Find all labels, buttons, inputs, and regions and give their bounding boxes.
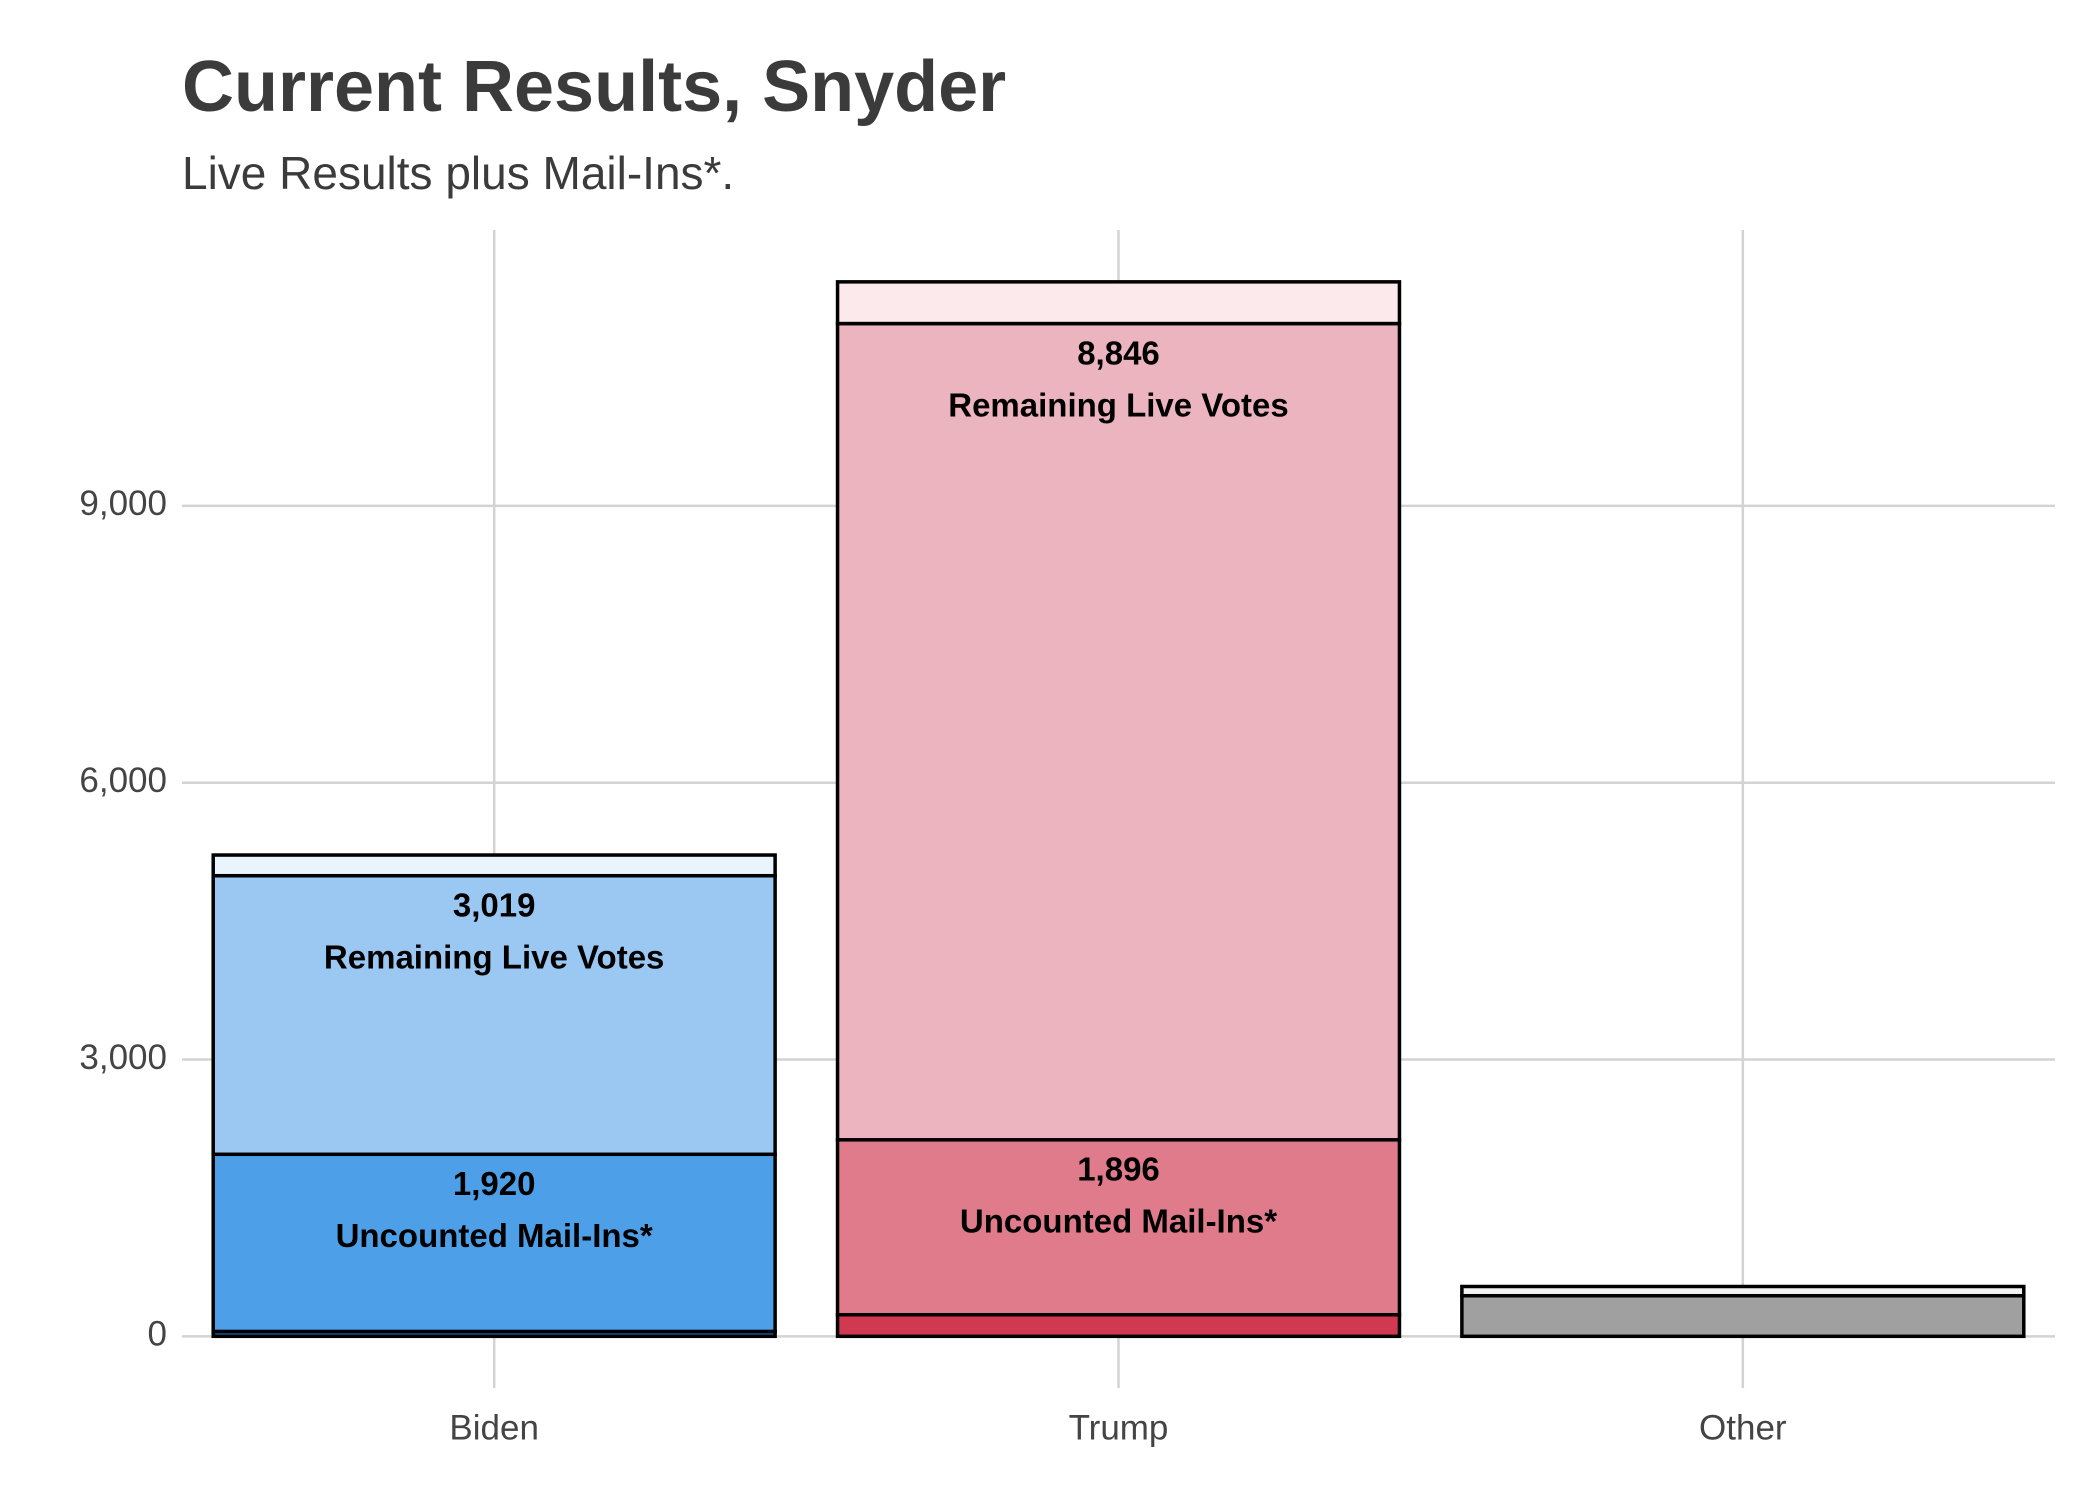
chart-title: Current Results, Snyder [182,47,1006,127]
data-label: 1,896 [1077,1151,1160,1188]
bar-segment [835,321,1402,1142]
data-label-name: Uncounted Mail-Ins* [336,1217,653,1254]
bar-segment [211,873,777,1157]
y-tick-label: 3,000 [79,1038,167,1077]
x-tick-label: Trump [1069,1408,1169,1447]
y-tick-label: 0 [148,1315,167,1354]
bar-segment [1460,1284,2026,1298]
data-label: 1,920 [453,1165,536,1202]
chart-subtitle: Live Results plus Mail-Ins*. [182,147,734,199]
bar-segment [211,853,777,878]
bar-segment [835,280,1402,326]
x-tick-label: Biden [449,1408,539,1447]
x-tick-label: Other [1699,1408,1787,1447]
data-label-name: Remaining Live Votes [948,386,1288,423]
y-tick-label: 9,000 [79,484,167,523]
data-label-name: Uncounted Mail-Ins* [960,1203,1277,1240]
bar-segment [835,1312,1402,1339]
data-label: 8,846 [1077,334,1160,371]
bar-segment [1460,1293,2026,1339]
y-tick-label: 6,000 [79,761,167,800]
data-label-name: Remaining Live Votes [324,938,664,975]
bar-segment [835,1138,1402,1317]
data-label: 3,019 [453,886,536,923]
